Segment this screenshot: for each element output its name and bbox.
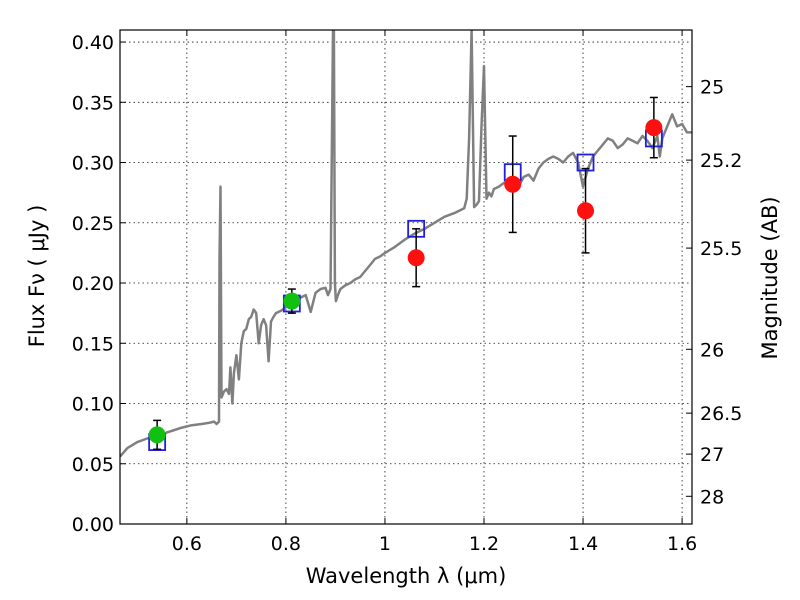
photometry-point — [645, 119, 663, 137]
photometry-markers — [148, 96, 663, 451]
y-tick-label: 0.10 — [72, 394, 114, 416]
photometry-point — [577, 202, 595, 220]
y-tick-label: 0.35 — [72, 92, 114, 114]
y-tick-label: 0.00 — [72, 514, 114, 536]
y-tick-label: 0.05 — [72, 454, 114, 476]
photometry-point — [407, 249, 425, 267]
model-spectrum — [120, 30, 692, 458]
photometry-point — [504, 175, 522, 193]
y-tick-label: 0.40 — [72, 32, 114, 54]
right-tick-label: 25.5 — [700, 238, 742, 260]
axis-ticks: 0.6 0.8 1 1.2 1.4 1.6 0.00 0.05 0.10 0.15 0.20 0.25… — [72, 30, 742, 555]
x-tick-label: 1.2 — [469, 533, 499, 555]
gridlines — [120, 30, 692, 525]
x-tick-label: 0.6 — [172, 533, 202, 555]
y-axis-label: Flux Fν ( μJy ) — [25, 205, 49, 348]
photometry-point — [283, 292, 301, 310]
spectrum-line — [120, 30, 692, 458]
x-tick-label: 0.8 — [271, 533, 301, 555]
right-axis-label: Magnitude (AB) — [758, 196, 782, 359]
y-tick-label: 0.15 — [72, 333, 114, 355]
right-tick-label: 28 — [700, 486, 724, 508]
x-tick-label: 1 — [379, 533, 391, 555]
x-axis-label: Wavelength λ (μm) — [306, 564, 507, 588]
right-tick-label: 25.2 — [700, 150, 742, 172]
y-tick-label: 0.25 — [72, 213, 114, 235]
right-tick-label: 27 — [700, 444, 724, 466]
photometry-point — [148, 426, 166, 444]
x-tick-label: 1.6 — [667, 533, 697, 555]
y-tick-label: 0.20 — [72, 273, 114, 295]
right-tick-label: 26 — [700, 339, 724, 361]
x-tick-label: 1.4 — [568, 533, 598, 555]
plot-frame — [119, 29, 693, 525]
y-tick-label: 0.30 — [72, 153, 114, 175]
right-tick-label: 25 — [700, 77, 724, 99]
right-tick-label: 26.5 — [700, 403, 742, 425]
